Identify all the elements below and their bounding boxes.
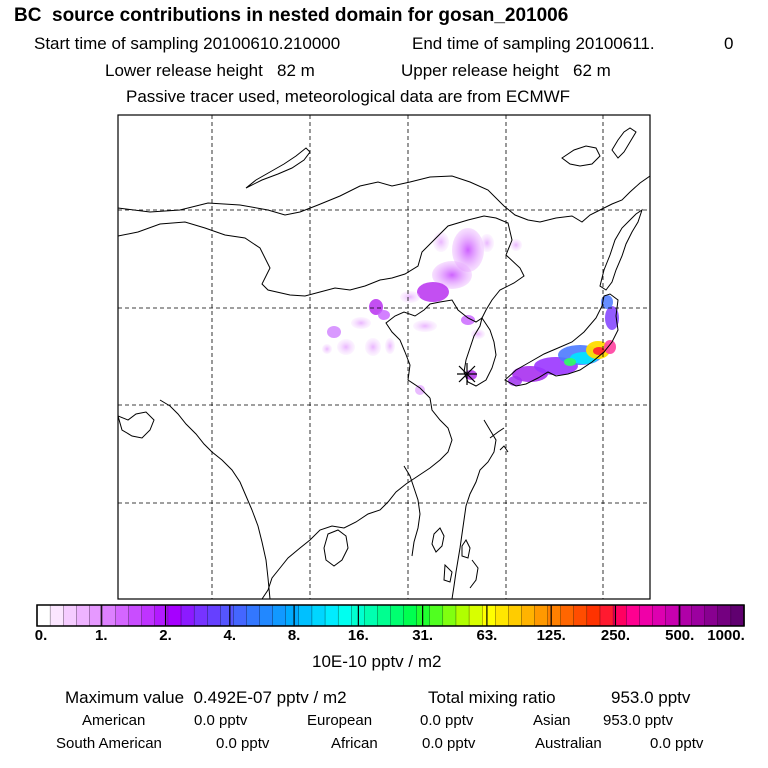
colorbar-cell — [272, 604, 287, 627]
colorbar-tick-label: 1. — [95, 627, 108, 644]
colorbar-cell — [49, 604, 64, 627]
region-european-label: European — [307, 712, 373, 729]
colorbar-cell — [508, 604, 523, 627]
colorbar-cell — [495, 604, 509, 627]
colorbar-cell — [63, 604, 77, 627]
colorbar-tick-label: 16. — [347, 627, 369, 644]
upper-release-height: Upper release height 62 m — [401, 61, 611, 80]
colorbar-cell — [547, 604, 562, 627]
region-south-american-value: 0.0 pptv — [216, 735, 270, 752]
region-american-value: 0.0 pptv — [194, 712, 248, 729]
colorbar-cell — [154, 604, 169, 627]
colorbar-units: 10E-10 pptv / m2 — [312, 652, 442, 671]
end-time-label: End time of sampling 20100611. — [412, 34, 655, 53]
region-american-label: American — [82, 712, 146, 729]
colorbar-cell — [586, 604, 601, 627]
colorbar-cell — [193, 604, 208, 627]
colorbar-cell — [468, 604, 483, 627]
colorbar-cell — [626, 604, 640, 627]
colorbar-tick-label: 0. — [34, 627, 48, 644]
colorbar-tick-label: 31. — [412, 627, 434, 644]
colorbar-cell — [704, 604, 719, 627]
colorbar-cell — [652, 604, 667, 627]
colorbar-tick-label: 250. — [600, 627, 631, 644]
start-time-label: Start time of sampling 20100610.210000 — [34, 34, 341, 53]
colorbar-cell — [429, 604, 444, 627]
colorbar-cell — [455, 604, 470, 627]
coastlines — [118, 127, 650, 599]
colorbar-cell — [573, 604, 588, 627]
colorbar-cell — [246, 604, 261, 627]
region-south-american-label: South American — [56, 735, 162, 752]
colorbar-cell — [560, 604, 575, 627]
region-european-value: 0.0 pptv — [420, 712, 474, 729]
colorbar-tick-label: 4. — [223, 627, 237, 644]
colorbar-frame — [36, 604, 745, 627]
colorbar-tick-label: 8. — [287, 627, 301, 644]
colorbar-cell — [730, 604, 745, 627]
total-mixing-ratio-value: 953.0 pptv — [611, 688, 691, 707]
figure-title: BC source contributions in nested domain… — [14, 5, 569, 26]
colorbar-cell — [599, 604, 614, 627]
colorbar-cell — [442, 604, 457, 627]
gridlines — [118, 115, 650, 599]
colorbar-cell — [481, 604, 496, 627]
colorbar-cell — [36, 604, 51, 627]
map-frame — [117, 114, 651, 600]
colorbar-cell — [141, 604, 156, 627]
colorbar-cell — [324, 604, 339, 627]
colorbar-cell — [337, 604, 352, 627]
colorbar-cells — [36, 604, 745, 627]
colorbar-cell — [167, 604, 182, 627]
colorbar-cell — [207, 604, 221, 627]
colorbar-cell — [390, 604, 405, 627]
lower-release-height: Lower release height 82 m — [105, 61, 315, 80]
colorbar-cell — [416, 604, 431, 627]
colorbar-cell — [220, 604, 235, 627]
colorbar-tick-label: 500. — [665, 627, 695, 644]
colorbar-cell — [364, 604, 379, 627]
region-australian-value: 0.0 pptv — [650, 735, 704, 752]
region-asian-value: 953.0 pptv — [603, 712, 674, 729]
colorbar-cell — [678, 604, 693, 627]
colorbar-cell — [691, 604, 706, 627]
colorbar-cell — [298, 604, 313, 627]
colorbar-cell — [639, 604, 654, 627]
colorbar-cell — [521, 604, 536, 627]
end-time-value: 0 — [724, 34, 734, 53]
colorbar-cell — [102, 604, 117, 627]
receptor-marker-icon — [457, 363, 477, 385]
colorbar-cell — [76, 604, 91, 627]
maximum-value: Maximum value 0.492E-07 pptv / m2 — [65, 688, 347, 707]
region-african-value: 0.0 pptv — [422, 735, 476, 752]
tracer-note: Passive tracer used, meteorological data… — [126, 87, 571, 106]
colorbar-cell — [115, 604, 130, 627]
region-asian-label: Asian — [533, 712, 571, 729]
colorbar-cell — [534, 604, 549, 627]
colorbar-cell — [180, 604, 195, 627]
total-mixing-ratio-label: Total mixing ratio — [428, 688, 556, 707]
colorbar-cell — [233, 604, 248, 627]
region-african-label: African — [331, 735, 378, 752]
colorbar-cell — [665, 604, 680, 627]
colorbar-tick-label: 1000. — [707, 627, 745, 644]
source-contribution-plumes — [322, 228, 619, 395]
region-australian-label: Australian — [535, 735, 602, 752]
colorbar-cell — [128, 604, 143, 627]
colorbar-tick-label: 125. — [536, 627, 566, 644]
colorbar-tick-label: 2. — [159, 627, 172, 644]
colorbar-cell — [403, 604, 418, 627]
colorbar-cell — [259, 604, 274, 627]
colorbar-tick-label: 63. — [476, 627, 498, 644]
colorbar-cell — [717, 604, 732, 627]
colorbar-cell — [311, 604, 326, 627]
colorbar-cell — [285, 604, 300, 627]
colorbar-cell — [377, 604, 392, 627]
